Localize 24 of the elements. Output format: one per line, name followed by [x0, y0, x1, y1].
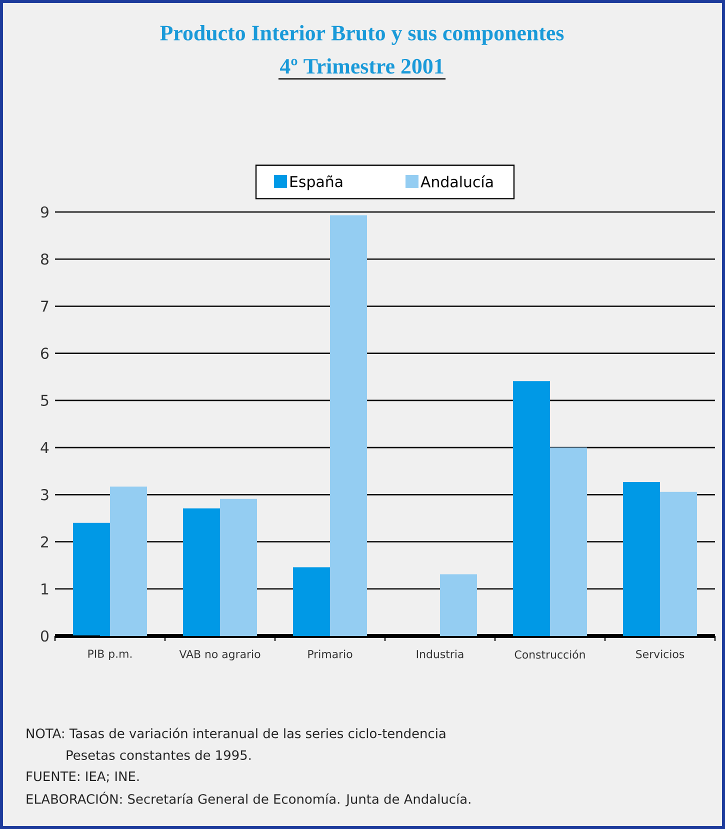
y-tick-label: 1 — [42, 583, 48, 594]
x-tick-label: Industria — [416, 650, 464, 658]
chart-subtitle: 4º Trimestre 2001 — [280, 58, 444, 74]
x-tick-label: Primario — [308, 650, 352, 658]
y-tick-label: 8 — [40, 253, 48, 265]
y-tick-label: 0 — [40, 630, 48, 642]
source-note: FUENTE: IEA; INE. — [26, 772, 139, 782]
y-tick-label: 9 — [40, 206, 48, 218]
chart-title: Producto Interior Bruto y sus componentes — [160, 25, 564, 45]
y-tick-label: 2 — [41, 536, 48, 548]
x-tick-label: Servicios — [636, 650, 684, 658]
y-tick-label: 4 — [40, 442, 49, 453]
x-tick-label: Construcción — [514, 650, 585, 659]
y-tick-label: 3 — [41, 489, 48, 500]
legend-label: Andalucía — [420, 175, 493, 188]
x-tick-label: VAB no agrario — [179, 650, 260, 660]
y-tick-label: 5 — [41, 394, 48, 406]
y-tick-label: 6 — [41, 348, 49, 359]
text: NOTA: Tasas de variación interanual de las series ciclo-tendencia — [26, 728, 446, 738]
y-tick-label: 7 — [41, 300, 48, 312]
text: Pesetas constantes de 1995. — [66, 750, 251, 760]
x-tick-label: PIB p.m. — [88, 650, 132, 660]
text: ELABORACIÓN: Secretaría General de Economía. Junta de Andalucía. — [26, 792, 470, 806]
legend-label: España — [290, 175, 342, 190]
